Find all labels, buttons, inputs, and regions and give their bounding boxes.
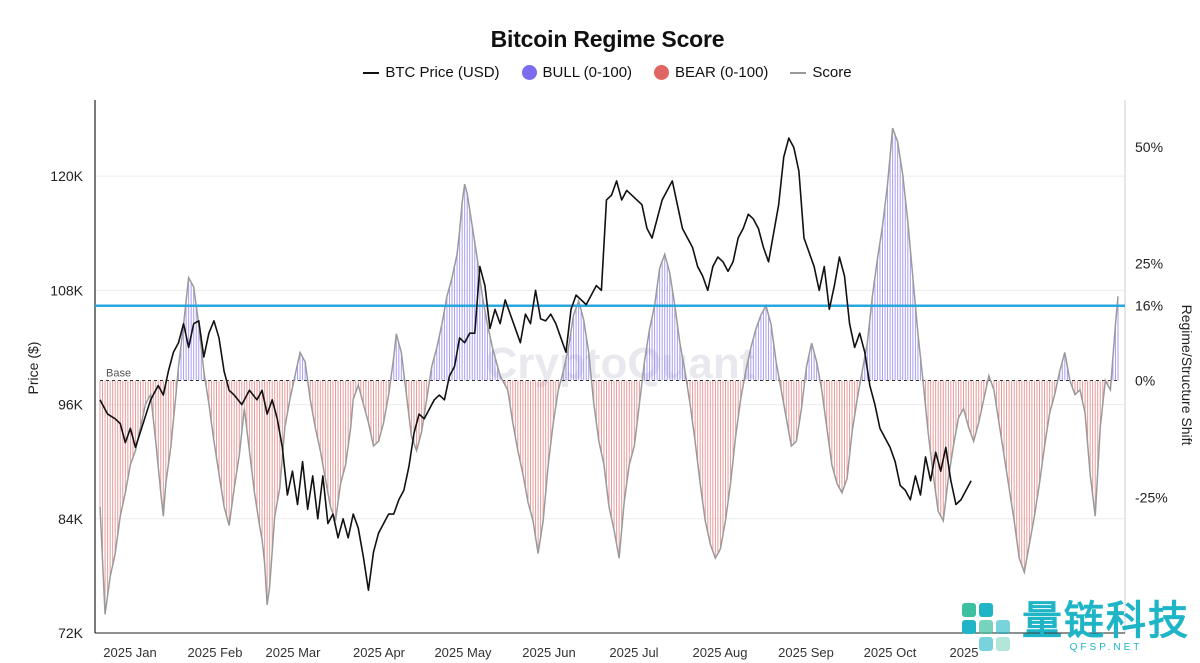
y-tick-label: 84K	[58, 511, 84, 527]
x-tick-label: 2025 May	[434, 645, 492, 660]
chart-title: Bitcoin Regime Score	[490, 26, 725, 52]
x-tick-label: 2025 Jan	[103, 645, 157, 660]
qfsp-logo-icon	[962, 603, 1010, 651]
y2-tick-label: -25%	[1135, 489, 1168, 505]
x-tick-label: 2025	[950, 645, 979, 660]
legend-item-bull[interactable]: BULL (0-100)	[521, 64, 633, 81]
y2-tick-label: 0%	[1135, 373, 1155, 389]
y2-axis-title: Regime/Structure Shift	[1179, 305, 1195, 446]
y-axis-title: Price ($)	[25, 342, 41, 395]
x-tick-label: 2025 Oct	[864, 645, 917, 660]
x-tick-label: 2025 Apr	[353, 645, 406, 660]
legend-label: BTC Price (USD)	[385, 64, 500, 81]
x-tick-label: 2025 Sep	[778, 645, 834, 660]
base-label: Base	[106, 368, 131, 380]
legend-item-score[interactable]: Score	[790, 64, 852, 81]
y2-tick-label: 16%	[1135, 298, 1163, 314]
x-tick-label: 2025 Mar	[266, 645, 322, 660]
y2-tick-label: 25%	[1135, 256, 1163, 272]
x-tick-label: 2025 Aug	[693, 645, 748, 660]
x-tick-label: 2025 Jul	[609, 645, 658, 660]
legend-item-bear[interactable]: BEAR (0-100)	[654, 64, 768, 81]
y-tick-label: 96K	[58, 397, 84, 413]
brand-logo: 量链科技 QFSP.NET	[958, 599, 1190, 655]
bear-histogram	[99, 380, 1111, 615]
score-line	[99, 127, 1119, 615]
x-tick-label: 2025 Jun	[522, 645, 576, 660]
legend-line-icon	[790, 71, 807, 74]
brand-url: QFSP.NET	[1069, 642, 1143, 653]
bull-histogram	[178, 128, 1119, 381]
y2-tick-label: 50%	[1135, 139, 1163, 155]
btc-price-line	[99, 137, 972, 591]
legend-label: Score	[812, 64, 852, 81]
brand-name: 量链科技	[1022, 599, 1190, 643]
chart-legend: BTC Price (USD) BULL (0-100) BEAR (0-100…	[0, 64, 1200, 81]
legend-label: BEAR (0-100)	[675, 64, 769, 81]
y-tick-label: 72K	[58, 625, 84, 641]
x-tick-label: 2025 Feb	[188, 645, 243, 660]
y-tick-label: 120K	[50, 168, 83, 184]
watermark-text: CryptoQuant	[486, 339, 755, 388]
y-tick-label: 108K	[50, 282, 83, 298]
legend-item-btc-price[interactable]: BTC Price (USD)	[363, 64, 500, 81]
legend-dot-icon	[521, 65, 537, 80]
legend-dot-icon	[654, 65, 670, 80]
legend-label: BULL (0-100)	[542, 64, 633, 81]
legend-line-icon	[363, 71, 380, 74]
